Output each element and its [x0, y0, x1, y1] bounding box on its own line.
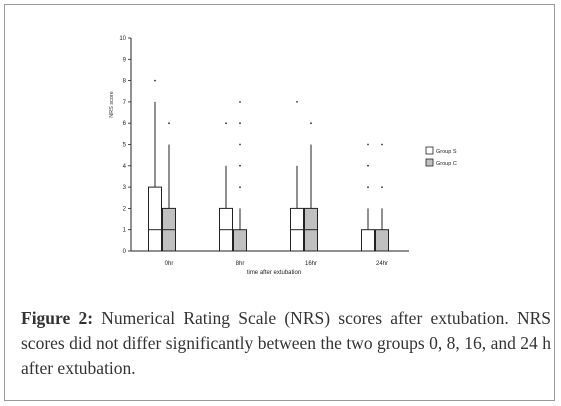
outlier-point: [381, 186, 383, 189]
x-tick-label: 24hr: [376, 261, 388, 267]
y-tick-label: 2: [123, 206, 127, 212]
outlier-point: [381, 143, 383, 146]
x-axis: 0hr 8hr 16hr 24hr: [131, 250, 409, 267]
outlier-point: [239, 101, 241, 103]
legend-swatch: [425, 146, 434, 155]
outlier-point: [239, 186, 241, 189]
outlier-point: [168, 122, 170, 125]
legend-label: Group S: [436, 149, 457, 155]
outlier-point: [225, 122, 227, 125]
y-tick-label: 6: [123, 121, 127, 127]
box-group-c-8hr: [233, 101, 247, 252]
outlier-point: [310, 122, 312, 125]
box-group-c-0hr: [162, 122, 176, 252]
y-tick-label: 10: [119, 36, 126, 42]
figure-caption: Figure 2: Numerical Rating Scale (NRS) s…: [21, 306, 551, 381]
y-axis: 0 1 2 3 4 5 6 7 8 9 10: [119, 36, 132, 255]
y-tick-label: 8: [123, 79, 127, 85]
outlier-point: [367, 164, 369, 167]
caption-label: Figure 2:: [21, 308, 94, 328]
outlier-point: [239, 122, 241, 125]
y-tick-label: 4: [123, 164, 127, 170]
plot-area: [148, 79, 389, 252]
box-rect: [148, 186, 162, 252]
outlier-point: [367, 143, 369, 146]
box-rect: [375, 229, 389, 252]
box-group-s-24hr: [361, 143, 375, 252]
box-rect: [233, 229, 247, 252]
y-tick-label: 0: [123, 249, 127, 255]
outlier-point: [296, 101, 298, 103]
y-axis-label: NRS score: [109, 91, 115, 118]
box-group-c-24hr: [375, 143, 389, 252]
box-group-s-16hr: [290, 101, 304, 252]
box-group-c-16hr: [304, 122, 318, 252]
y-tick-label: 7: [123, 100, 127, 106]
y-tick-label: 5: [123, 143, 127, 149]
x-axis-label: time after extubation: [247, 270, 301, 276]
figure-frame: 0 1 2 3 4 5 6 7 8 9 10 0hr 8hr 16hr 24hr Group S Group…: [4, 4, 555, 401]
y-tick-label: 3: [123, 185, 127, 191]
y-tick-label: 9: [123, 57, 127, 63]
box-rect: [361, 229, 375, 252]
x-tick-label: 16hr: [305, 261, 317, 267]
box-group-s-8hr: [219, 122, 233, 252]
x-tick-label: 8hr: [236, 261, 245, 267]
outlier-point: [154, 79, 156, 82]
legend: Group S Group C: [425, 146, 457, 167]
x-tick-label: 0hr: [165, 261, 174, 267]
outlier-point: [239, 164, 241, 167]
caption-text: Numerical Rating Scale (NRS) scores afte…: [21, 308, 551, 378]
outlier-point: [367, 186, 369, 189]
y-tick-label: 1: [123, 228, 127, 234]
legend-label: Group C: [436, 161, 457, 167]
outlier-point: [239, 143, 241, 146]
box-group-s-0hr: [148, 79, 162, 252]
legend-swatch: [425, 158, 434, 167]
